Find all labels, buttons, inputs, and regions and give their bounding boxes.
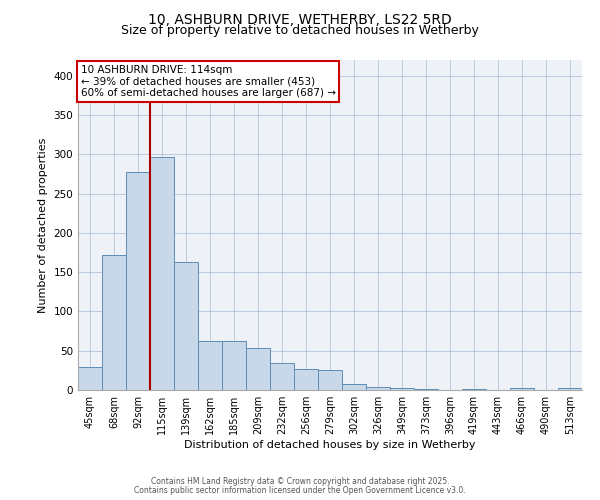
- Bar: [342, 384, 366, 390]
- Bar: [198, 342, 222, 390]
- Bar: [126, 172, 150, 390]
- Bar: [390, 388, 414, 390]
- Text: 10 ASHBURN DRIVE: 114sqm
← 39% of detached houses are smaller (453)
60% of semi-: 10 ASHBURN DRIVE: 114sqm ← 39% of detach…: [80, 65, 335, 98]
- Bar: [102, 255, 126, 390]
- Bar: [150, 156, 174, 390]
- Bar: [270, 364, 294, 390]
- Y-axis label: Number of detached properties: Number of detached properties: [38, 138, 48, 312]
- Text: Size of property relative to detached houses in Wetherby: Size of property relative to detached ho…: [121, 24, 479, 37]
- Bar: [414, 389, 438, 390]
- Bar: [366, 387, 390, 390]
- Bar: [318, 370, 342, 390]
- Bar: [246, 348, 270, 390]
- Text: Contains public sector information licensed under the Open Government Licence v3: Contains public sector information licen…: [134, 486, 466, 495]
- Text: 10, ASHBURN DRIVE, WETHERBY, LS22 5RD: 10, ASHBURN DRIVE, WETHERBY, LS22 5RD: [148, 12, 452, 26]
- Bar: [78, 367, 102, 390]
- Bar: [558, 388, 582, 390]
- X-axis label: Distribution of detached houses by size in Wetherby: Distribution of detached houses by size …: [184, 440, 476, 450]
- Bar: [462, 389, 486, 390]
- Bar: [174, 262, 198, 390]
- Bar: [294, 369, 318, 390]
- Bar: [510, 388, 534, 390]
- Bar: [222, 342, 246, 390]
- Text: Contains HM Land Registry data © Crown copyright and database right 2025.: Contains HM Land Registry data © Crown c…: [151, 477, 449, 486]
